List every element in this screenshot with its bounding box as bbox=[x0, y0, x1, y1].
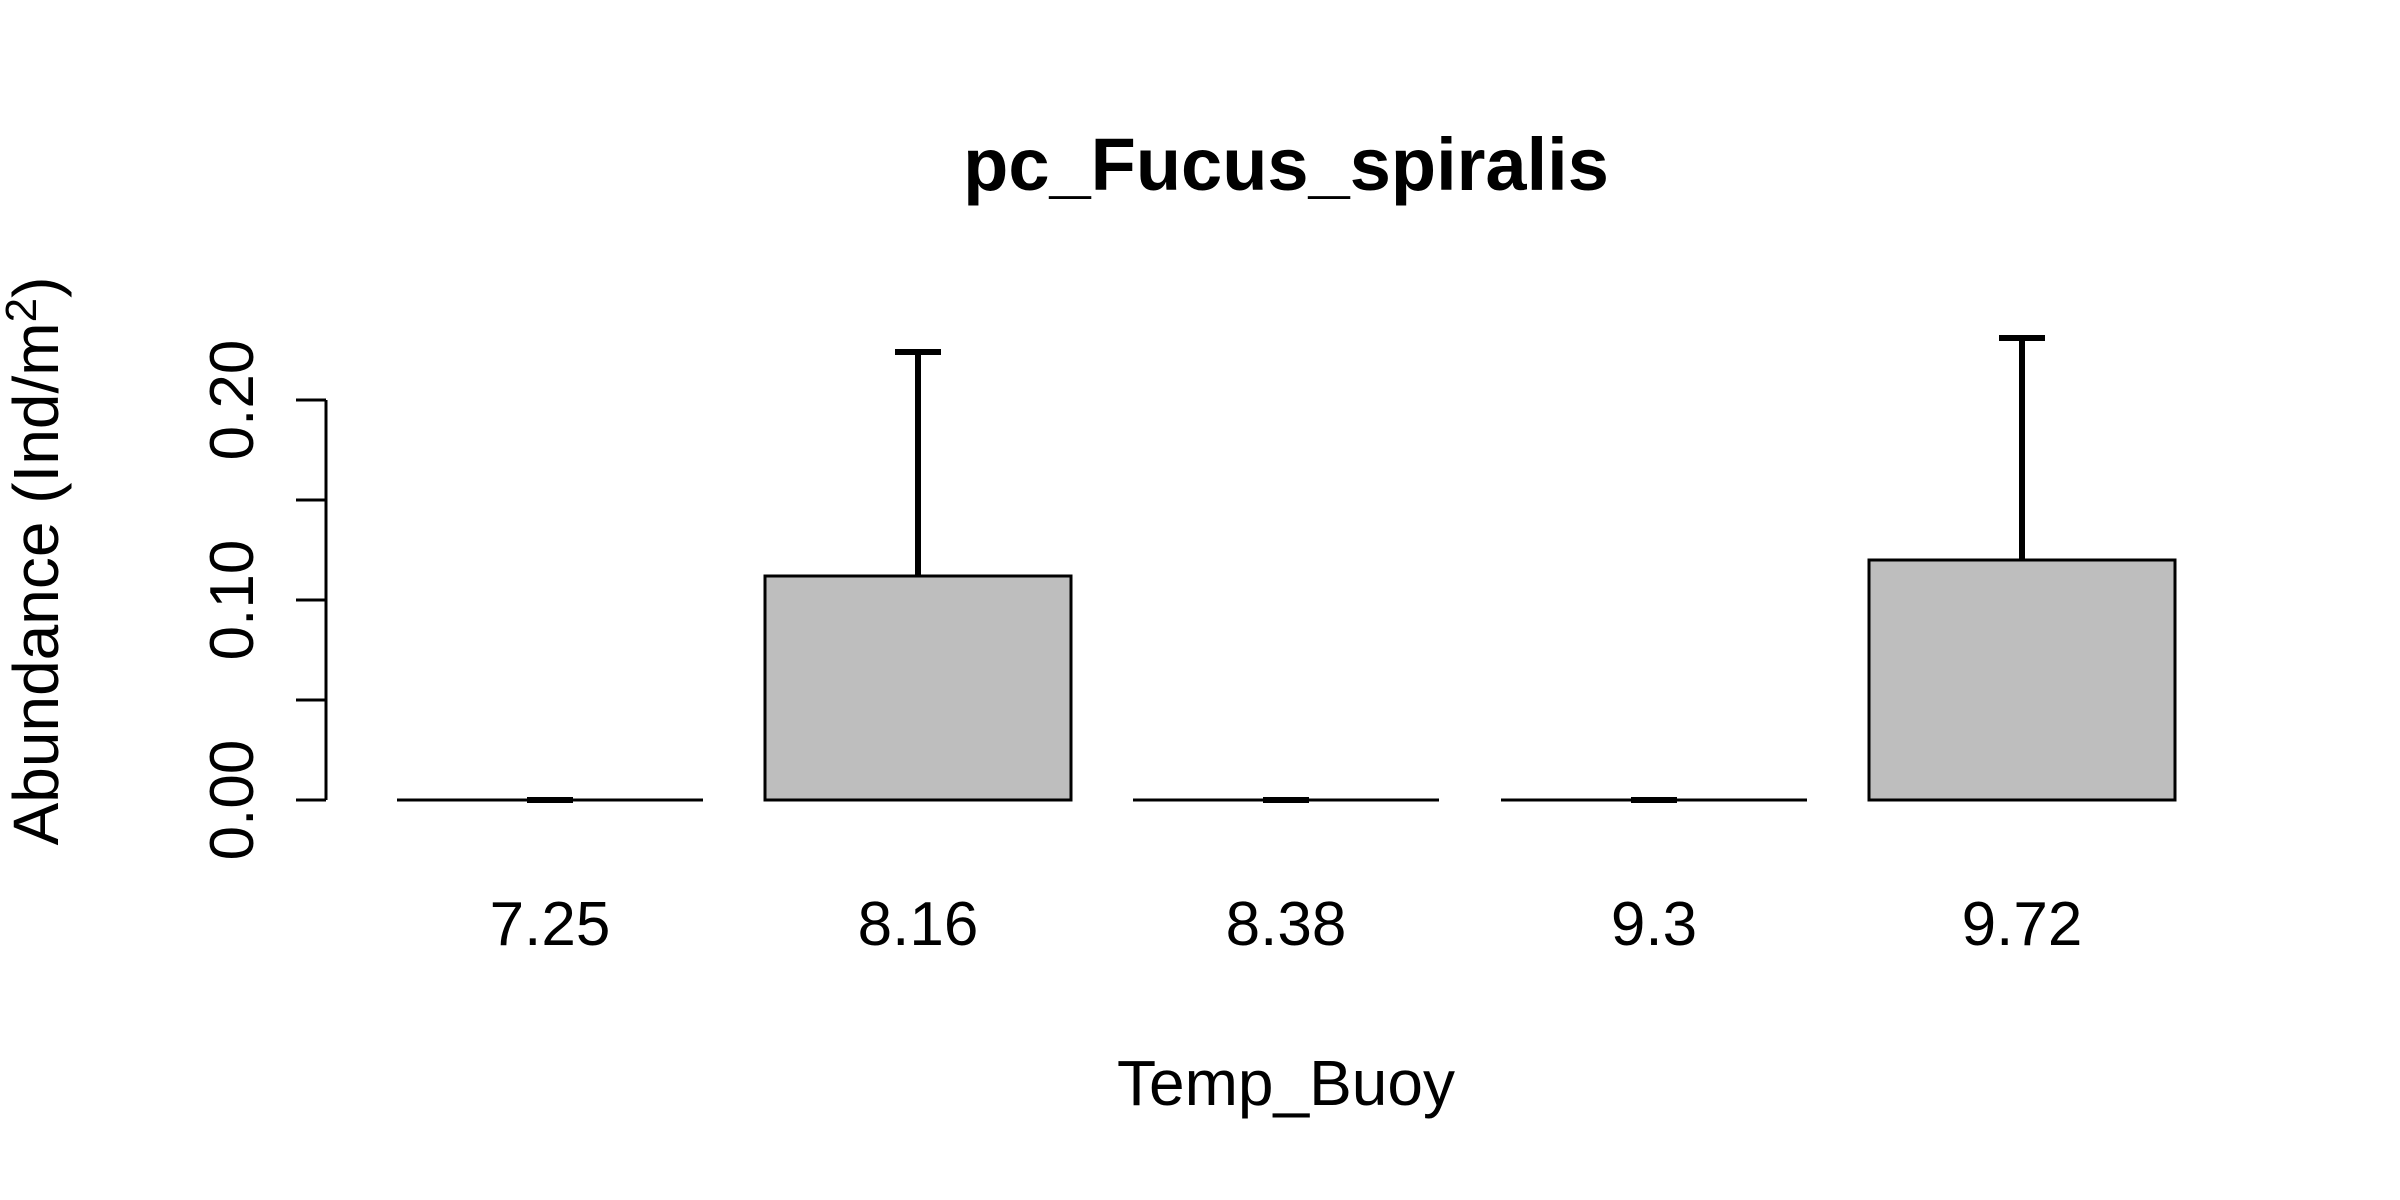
x-axis-title: Temp_Buoy bbox=[1117, 1047, 1455, 1119]
x-tick-labels: 7.25 8.16 8.38 9.3 9.72 bbox=[490, 890, 2083, 959]
y-axis: 0.00 0.10 0.20 bbox=[198, 340, 328, 861]
x-tick-label: 8.16 bbox=[858, 890, 979, 959]
y-axis-title-main: Abundance (Ind/m bbox=[0, 322, 72, 845]
chart-title: pc_Fucus_spiralis bbox=[963, 123, 1609, 206]
error-bars-group bbox=[527, 335, 2045, 803]
y-tick-label: 0.20 bbox=[198, 340, 267, 461]
x-tick-label: 8.38 bbox=[1226, 890, 1347, 959]
y-tick-label: 0.00 bbox=[198, 740, 267, 861]
y-tick-label: 0.10 bbox=[198, 540, 267, 661]
bar-8-16 bbox=[763, 574, 1073, 802]
y-axis-title-close: ) bbox=[0, 277, 72, 298]
y-axis-title: Abundance (Ind/m2) bbox=[0, 277, 72, 846]
x-tick-label: 9.3 bbox=[1611, 890, 1697, 959]
y-axis-title-superscript: 2 bbox=[0, 298, 46, 322]
x-tick-label: 7.25 bbox=[490, 890, 611, 959]
bars-group bbox=[397, 558, 2177, 802]
bar-9-72 bbox=[1867, 558, 2177, 802]
x-tick-label: 9.72 bbox=[1962, 890, 2083, 959]
